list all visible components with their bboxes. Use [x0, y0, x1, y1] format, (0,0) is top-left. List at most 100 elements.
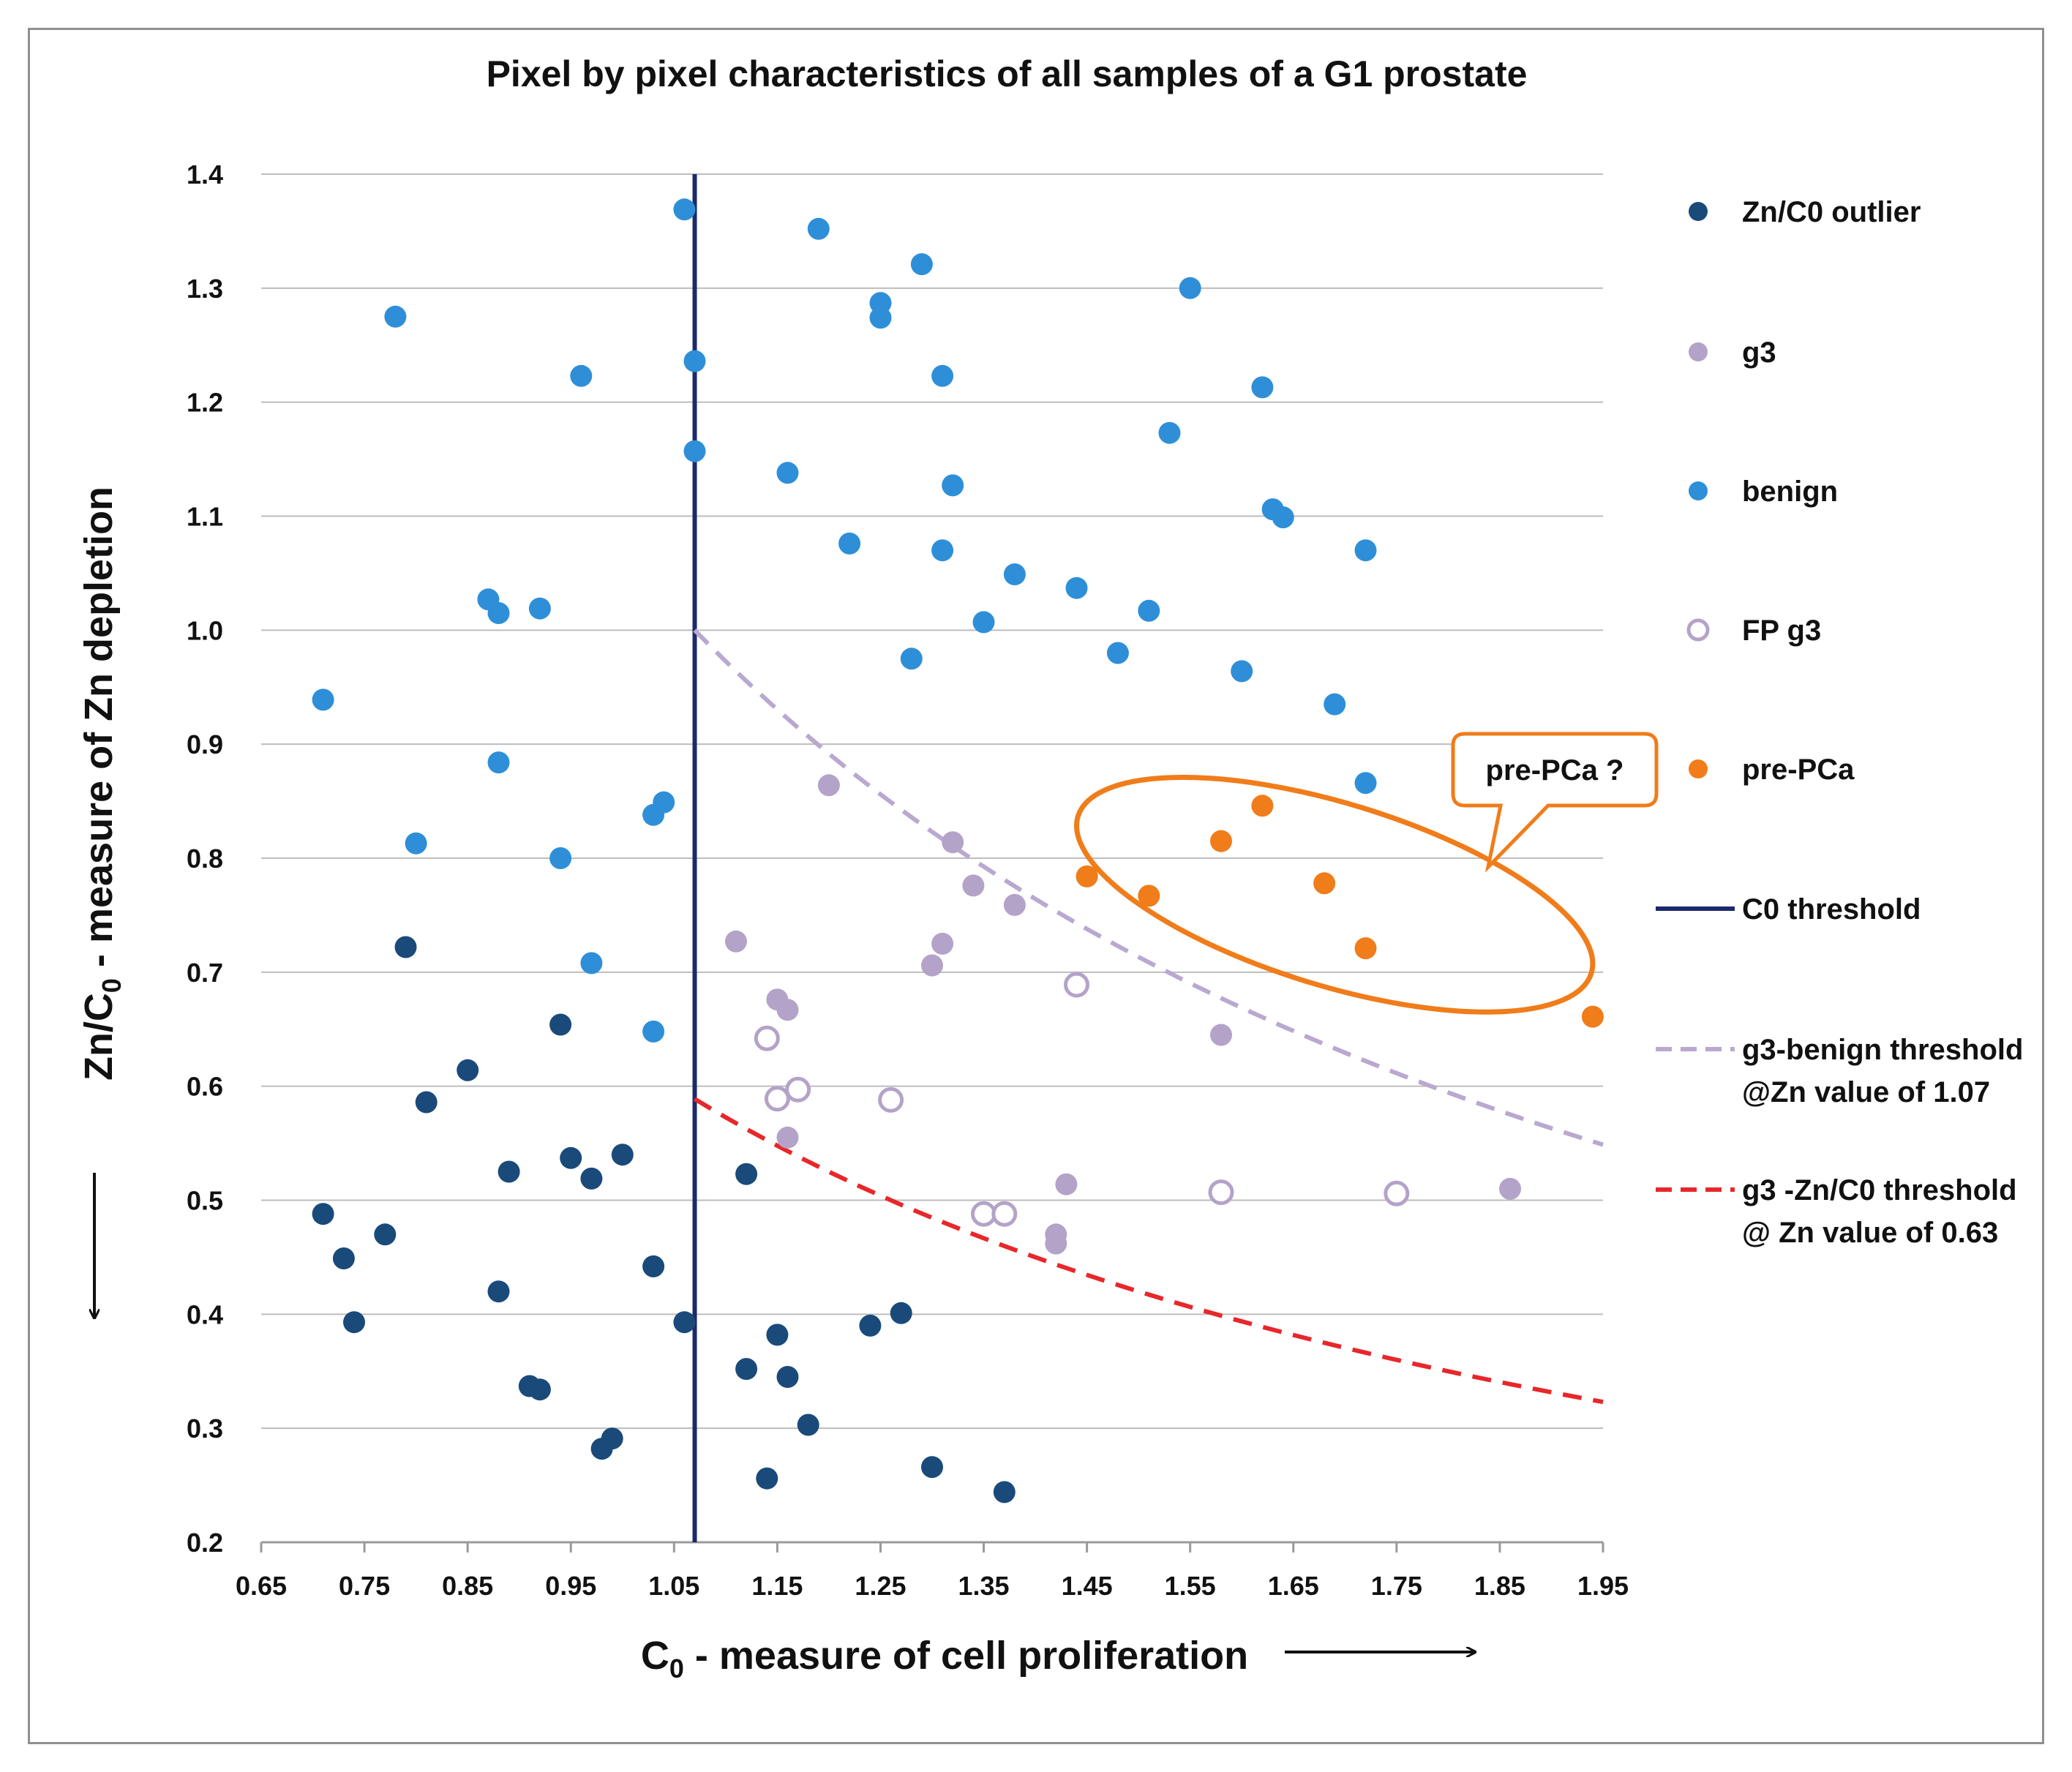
- g3-point: [776, 1126, 799, 1149]
- outlier-point: [415, 1091, 438, 1114]
- fp-g3-point: [878, 1086, 904, 1113]
- outlier-point: [735, 1163, 758, 1185]
- pre-pca-point: [1581, 1005, 1604, 1028]
- benign-point: [528, 597, 551, 620]
- outlier-point: [332, 1247, 355, 1269]
- pre-pca-ellipse: [1074, 775, 1596, 1015]
- legend-label-benign: benign: [1742, 476, 1838, 508]
- pre-pca-point: [1138, 885, 1160, 907]
- benign-point: [972, 611, 995, 634]
- outlier-point: [601, 1427, 623, 1450]
- legend-label-g3-zn-threshold-line2: @ Zn value of 0.63: [1742, 1217, 1998, 1249]
- outlier-point: [374, 1223, 397, 1246]
- benign-point: [1251, 376, 1274, 399]
- benign-point: [487, 751, 510, 774]
- g3-point: [776, 999, 799, 1021]
- benign-point: [683, 440, 706, 462]
- x-tick-label: 1.55: [1165, 1571, 1216, 1601]
- outlier-point: [776, 1366, 799, 1388]
- callout-bubble: [1451, 732, 1659, 873]
- outlier-point: [890, 1302, 912, 1324]
- pre-pca-annotation: pre-PCa ?: [1074, 732, 1659, 1015]
- benign-point: [1106, 642, 1129, 664]
- outlier-point: [993, 1481, 1016, 1503]
- pre-pca-point: [1313, 872, 1336, 895]
- fp-g3-point: [785, 1076, 811, 1103]
- outlier-point: [921, 1456, 943, 1479]
- outlier-point: [766, 1324, 789, 1346]
- y-tick-label: 1.1: [187, 502, 223, 532]
- benign-point: [1065, 577, 1088, 599]
- benign-point: [683, 350, 706, 372]
- g3-point: [725, 930, 747, 953]
- y-tick-label: 1.2: [187, 388, 223, 418]
- pre-pca-point: [1076, 865, 1098, 887]
- benign-point: [1003, 563, 1026, 585]
- y-tick-label: 0.8: [187, 844, 223, 874]
- outlier-point: [457, 1059, 479, 1081]
- y-tick-label: 1.0: [187, 615, 223, 645]
- benign-point: [1138, 599, 1160, 622]
- g3-point: [921, 954, 943, 977]
- benign-point: [549, 847, 572, 869]
- benign-point: [931, 364, 954, 387]
- outlier-point: [859, 1314, 882, 1337]
- legend-label-outlier: Zn/C0 outlier: [1742, 196, 1921, 228]
- outlier-point: [611, 1144, 634, 1166]
- legend-label-g3-benign-threshold-line2: @Zn value of 1.07: [1742, 1076, 1990, 1108]
- outlier-point: [756, 1467, 778, 1490]
- g3-zn-threshold-curve: [693, 1097, 1604, 1405]
- y-tick-label: 0.2: [187, 1528, 223, 1558]
- y-tick-labels: 0.2 0.3 0.4 0.5 0.6 0.7 0.8 0.9 1.0 1.1 1.2 1.3 1.4: [187, 159, 223, 1558]
- fp-g3-point: [764, 1086, 790, 1112]
- g3-point: [1210, 1024, 1232, 1046]
- benign-point: [1158, 421, 1181, 444]
- x-tick-label: 1.35: [958, 1571, 1009, 1601]
- benign-point: [942, 474, 964, 497]
- legend: Zn/C0 outlier g3 benign FP g3 pre-PCa C0 thre…: [1656, 196, 2023, 1249]
- g3-point: [1499, 1177, 1521, 1200]
- x-tick-label: 1.45: [1062, 1571, 1113, 1601]
- y-tick-label: 0.3: [187, 1414, 223, 1443]
- legend-marker-pre-pca: [1689, 759, 1708, 778]
- x-tick-label: 0.75: [339, 1571, 390, 1601]
- legend-label-pre-pca: pre-PCa: [1742, 754, 1855, 786]
- x-tick-label: 0.85: [442, 1571, 493, 1601]
- chart-title: Pixel by pixel characteristics of all sa…: [487, 53, 1528, 94]
- x-tick-label: 0.65: [236, 1571, 287, 1601]
- benign-point: [1354, 539, 1377, 562]
- legend-marker-g3: [1689, 342, 1708, 361]
- data-points: [312, 198, 1604, 1503]
- x-tick-label: 1.85: [1474, 1571, 1525, 1601]
- y-tick-label: 0.9: [187, 729, 223, 759]
- callout-text: pre-PCa ?: [1486, 754, 1624, 786]
- legend-marker-fp-g3: [1686, 618, 1710, 642]
- x-tick-label: 1.25: [855, 1571, 906, 1601]
- benign-point: [869, 307, 892, 329]
- chart-frame: Pixel by pixel characteristics of all sa…: [28, 28, 2044, 1744]
- x-tick-label: 1.65: [1268, 1571, 1319, 1601]
- benign-point: [807, 217, 830, 240]
- benign-point: [405, 832, 427, 855]
- y-tick-label: 0.4: [187, 1299, 223, 1329]
- legend-label-fp-g3: FP g3: [1742, 615, 1821, 647]
- outlier-point: [673, 1311, 696, 1334]
- benign-point: [910, 253, 933, 276]
- fp-g3-point: [1384, 1180, 1410, 1206]
- outlier-point: [528, 1378, 551, 1401]
- fp-g3-point: [971, 1201, 996, 1227]
- y-tick-label: 1.4: [187, 159, 223, 189]
- benign-point: [487, 602, 510, 624]
- pre-pca-point: [1354, 937, 1377, 960]
- g3-point: [1045, 1232, 1067, 1255]
- pre-pca-point: [1210, 830, 1232, 852]
- benign-point: [931, 539, 954, 562]
- g3-point: [1055, 1173, 1078, 1195]
- fp-g3-point: [1208, 1179, 1234, 1206]
- x-tick-label: 1.75: [1371, 1571, 1422, 1601]
- y-tick-label: 0.6: [187, 1072, 223, 1102]
- x-tick-labels: 0.65 0.75 0.85 0.95 1.05 1.15 1.25 1.35 1.45 1.55…: [236, 1571, 1629, 1601]
- legend-label-g3-benign-threshold: g3-benign threshold: [1742, 1034, 2023, 1066]
- outlier-point: [642, 1255, 665, 1277]
- benign-point: [570, 364, 593, 387]
